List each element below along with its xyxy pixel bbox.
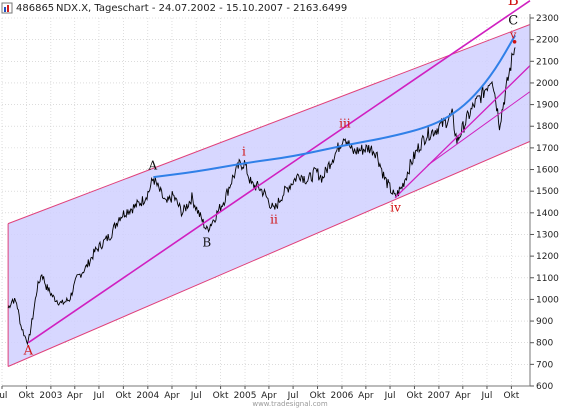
y-tick-label: 1000 (536, 295, 559, 305)
x-tick-label: Okt (115, 391, 131, 401)
x-tick-label: 2004 (136, 391, 159, 401)
y-tick-label: 900 (536, 317, 553, 327)
x-tick-label: Jul (0, 391, 7, 401)
y-tick-label: 1600 (536, 166, 559, 176)
y-tick-label: 700 (536, 360, 553, 370)
x-tick-label: Okt (310, 391, 326, 401)
y-tick-label: 1300 (536, 230, 559, 240)
y-tick-label: 2100 (536, 57, 559, 67)
wave-label: i (242, 144, 246, 158)
wave-label: C (508, 13, 518, 28)
y-tick-label: 2000 (536, 79, 559, 89)
price-line (7, 47, 516, 346)
x-tick-label: Apr (67, 391, 83, 401)
y-tick-label: 1800 (536, 122, 559, 132)
trendline-low (427, 91, 531, 166)
channel-fill (8, 24, 531, 367)
x-tick-label: 2005 (234, 391, 257, 401)
wave-label: B (202, 235, 211, 249)
price-series (7, 47, 516, 346)
chart-info: NDX.X, Tageschart - 24.07.2002 - 15.10.2… (56, 3, 347, 14)
wave-label: iii (339, 116, 351, 130)
channel-lower-line (7, 140, 531, 367)
wave-label: v (509, 29, 517, 42)
x-tick-label: Okt (407, 391, 423, 401)
y-tick-label: 2300 (536, 14, 559, 24)
x-tick-label: Apr (455, 391, 471, 401)
trendlines (27, 0, 531, 344)
chart-header: 486865 NDX.X, Tageschart - 24.07.2002 - … (1, 2, 347, 14)
x-tick-label: 2003 (39, 391, 62, 401)
trendline-iv (394, 65, 531, 199)
chart-header-icon-bar (4, 7, 6, 12)
y-tick-label: 600 (536, 382, 553, 392)
x-tick-label: 2007 (427, 391, 450, 401)
y-tick-label: 1500 (536, 187, 559, 197)
y-tick-label: 1700 (536, 144, 559, 154)
x-tick-label: Apr (261, 391, 277, 401)
wave-v-marker (512, 40, 517, 44)
y-tick-label: 1400 (536, 209, 559, 219)
wave-label: A (23, 344, 34, 359)
x-tick-label: Jul (93, 391, 105, 401)
x-tick-label: Okt (213, 391, 229, 401)
y-tick-label: 1200 (536, 252, 559, 262)
x-tick-label: Apr (358, 391, 374, 401)
x-tick-label: Jul (190, 391, 202, 401)
y-tick-label: 1100 (536, 274, 559, 284)
x-tick-label: Apr (164, 391, 180, 401)
y-tick-label: 2200 (536, 36, 559, 46)
channel-upper-line (7, 24, 531, 225)
wave-label: ii (270, 213, 278, 227)
acceleration-curve (153, 34, 516, 179)
x-tick-label: 2006 (331, 391, 354, 401)
wave-label: A (148, 159, 158, 173)
x-tick-label: Jul (384, 391, 396, 401)
x-tick-label: Jul (481, 391, 493, 401)
trend-channel (7, 24, 531, 367)
wave-label: B (508, 0, 519, 9)
watermark: www.tradesignal.com (252, 400, 327, 408)
x-tick-label: Okt (19, 391, 35, 401)
symbol-id: 486865 (16, 3, 54, 14)
axes: 600 700 800 900 1000 1100 1200 1300 1400 1500 1600… (0, 14, 559, 401)
wave-label: iv (390, 201, 401, 215)
y-tick-label: 1900 (536, 101, 559, 111)
trendline-ab (27, 0, 531, 344)
x-tick-label: Okt (503, 391, 519, 401)
y-tick-label: 800 (536, 339, 553, 349)
chart-header-icon-bar (7, 5, 9, 12)
x-tick-label: Jul (287, 391, 299, 401)
